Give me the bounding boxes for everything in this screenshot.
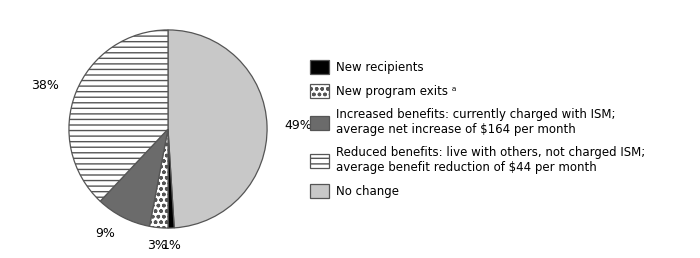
Text: 49%: 49% [285,119,313,132]
Text: 3%: 3% [147,239,167,252]
Wedge shape [69,30,168,201]
Text: 38%: 38% [32,79,60,92]
Text: 1%: 1% [162,239,181,252]
Text: 9%: 9% [95,227,115,240]
Wedge shape [149,129,168,228]
Wedge shape [100,129,168,226]
Wedge shape [168,30,267,228]
Wedge shape [168,129,174,228]
Legend: New recipients, New program exits ᵃ, Increased benefits: currently charged with : New recipients, New program exits ᵃ, Inc… [310,60,645,198]
